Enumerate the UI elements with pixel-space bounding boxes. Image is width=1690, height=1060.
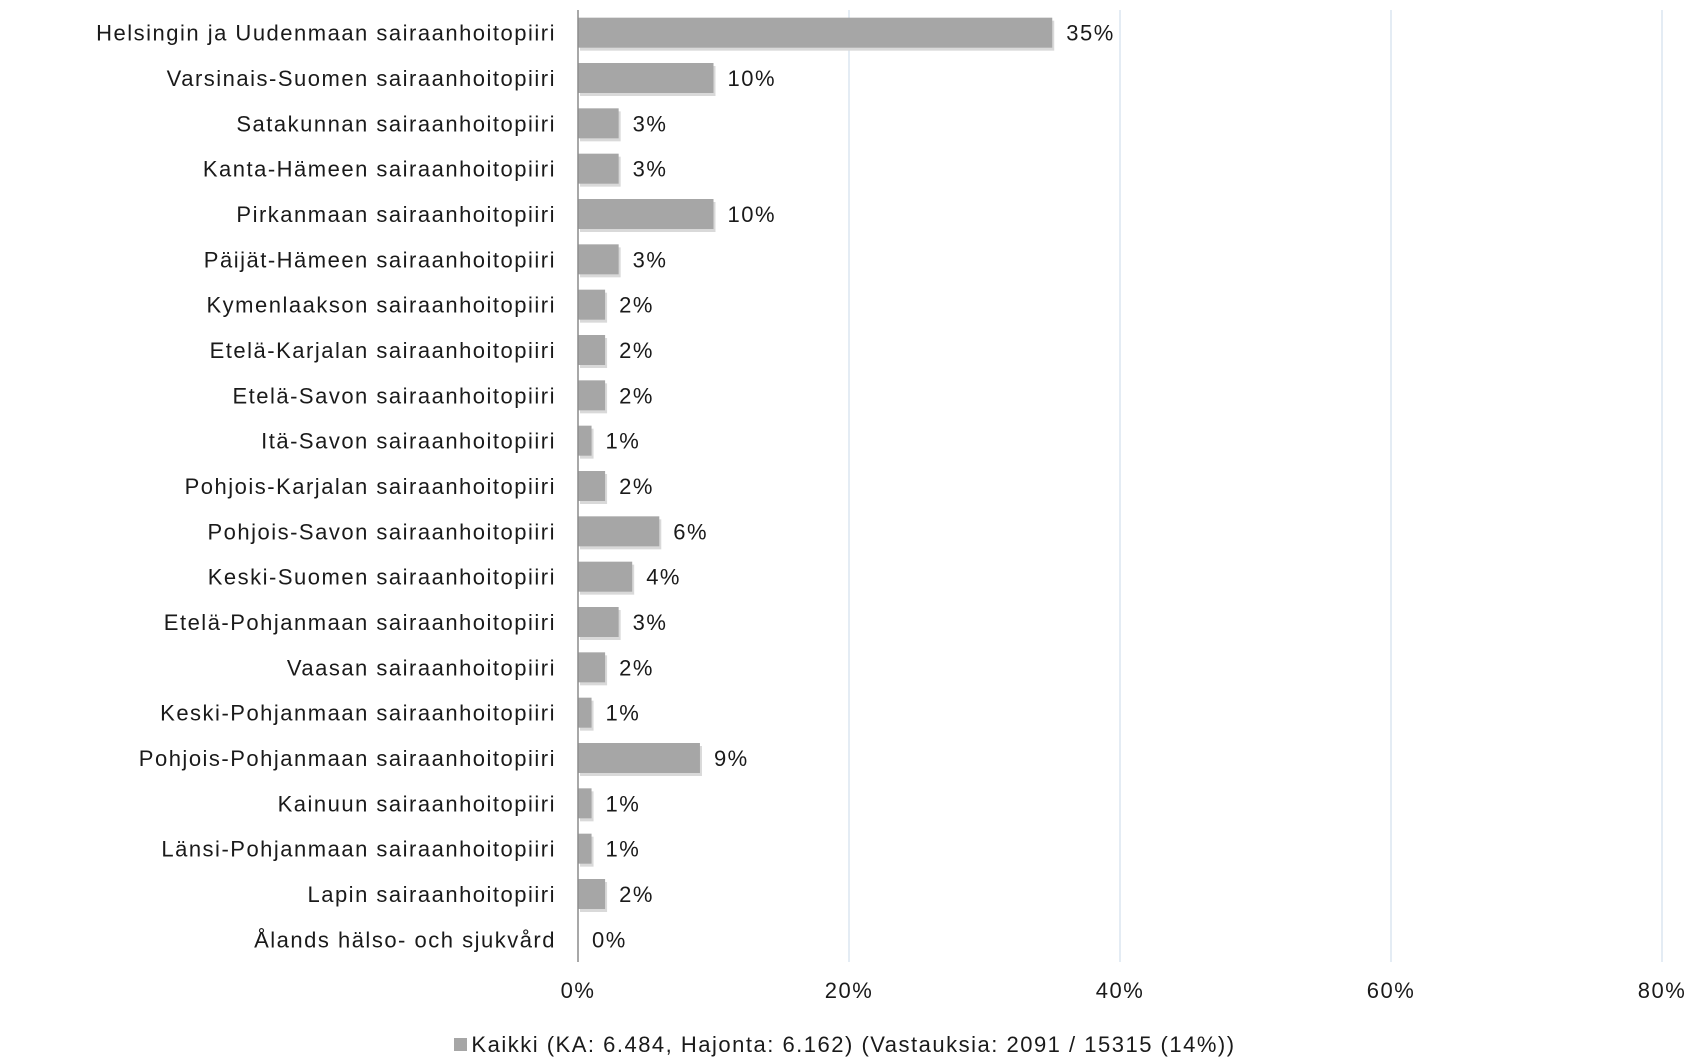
category-labels: Helsingin ja Uudenmaan sairaanhoitopiiri… (96, 21, 557, 953)
category-label: Etelä-Pohjanmaan sairaanhoitopiiri (164, 610, 556, 635)
category-label: Etelä-Karjalan sairaanhoitopiiri (210, 338, 556, 363)
bar-5 (578, 199, 714, 229)
data-label: 2% (619, 338, 654, 363)
value-labels: 35% 10% 3% 3% 10% 3% 2% 2% 2% 1% 2% 6% 4% 3% 2% 1% 9% 1% 1… (592, 21, 1115, 953)
category-label: Päijät-Hämeen sairaanhoitopiiri (204, 247, 556, 272)
bar-14 (578, 607, 619, 637)
bar-6 (578, 244, 619, 275)
bar-8 (578, 335, 606, 365)
bar-13 (578, 561, 633, 592)
data-label: 2% (619, 474, 654, 499)
bar-15 (578, 652, 606, 683)
category-label: Itä-Savon sairaanhoitopiiri (261, 429, 556, 454)
category-label: Pohjois-Pohjanmaan sairaanhoitopiiri (139, 746, 556, 771)
bars (578, 17, 1055, 912)
category-label: Lapin sairaanhoitopiiri (307, 882, 556, 907)
x-tick-label: 60% (1367, 978, 1416, 1003)
bar-18 (578, 788, 592, 819)
legend: Kaikki (KA: 6.484, Hajonta: 6.162) (Vast… (0, 1032, 1690, 1058)
data-label: 2% (619, 293, 654, 318)
category-label: Kanta-Hämeen sairaanhoitopiiri (203, 157, 556, 182)
data-label: 9% (714, 746, 749, 771)
category-label: Pirkanmaan sairaanhoitopiiri (236, 202, 556, 227)
bar-16 (578, 697, 592, 728)
data-label: 35% (1066, 21, 1115, 46)
data-label: 2% (619, 655, 654, 680)
data-label: 1% (606, 791, 641, 816)
data-label: 3% (633, 610, 668, 635)
category-label: Kymenlaakson sairaanhoitopiiri (207, 293, 557, 318)
category-label: Kainuun sairaanhoitopiiri (278, 791, 556, 816)
gridlines (848, 10, 1663, 962)
data-label: 6% (673, 519, 708, 544)
category-label: Helsingin ja Uudenmaan sairaanhoitopiiri (96, 21, 556, 46)
data-label: 1% (606, 701, 641, 726)
data-label: 2% (619, 882, 654, 907)
bar-2 (578, 63, 714, 93)
legend-swatch (454, 1038, 468, 1051)
bar-12 (578, 516, 660, 547)
category-label: Pohjois-Savon sairaanhoitopiiri (207, 519, 556, 544)
category-label: Satakunnan sairaanhoitopiiri (236, 111, 556, 136)
data-label: 3% (633, 247, 668, 272)
category-label: Varsinais-Suomen sairaanhoitopiiri (167, 66, 556, 91)
category-label: Länsi-Pohjanmaan sairaanhoitopiiri (161, 837, 556, 862)
category-label: Keski-Suomen sairaanhoitopiiri (208, 565, 556, 590)
bar-17 (578, 743, 700, 773)
bar-11 (578, 471, 606, 501)
x-tick-label: 40% (1096, 978, 1145, 1003)
category-label: Vaasan sairaanhoitopiiri (287, 655, 556, 680)
category-label: Keski-Pohjanmaan sairaanhoitopiiri (160, 701, 556, 726)
bar-20 (578, 879, 606, 909)
category-label: Etelä-Savon sairaanhoitopiiri (232, 383, 556, 408)
data-label: 3% (633, 157, 668, 182)
data-label: 10% (728, 66, 777, 91)
data-label: 3% (633, 111, 668, 136)
x-tick-label: 20% (825, 978, 874, 1003)
bar-4 (578, 153, 619, 184)
bar-7 (578, 289, 606, 320)
bar-3 (578, 108, 619, 139)
category-label: Ålands hälso- och sjukvård (254, 927, 556, 952)
data-label: 0% (592, 927, 627, 952)
x-axis-tick-labels: 0% 20% 40% 60% 80% (561, 978, 1687, 1003)
category-label: Pohjois-Karjalan sairaanhoitopiiri (185, 474, 556, 499)
data-label: 1% (606, 429, 641, 454)
data-label: 2% (619, 383, 654, 408)
legend-label: Kaikki (KA: 6.484, Hajonta: 6.162) (Vast… (471, 1032, 1236, 1057)
bar-10 (578, 425, 592, 456)
x-tick-label: 0% (561, 978, 596, 1003)
data-label: 10% (728, 202, 777, 227)
bar-9 (578, 380, 606, 411)
data-label: 4% (646, 565, 681, 590)
bar-19 (578, 833, 592, 864)
data-label: 1% (606, 837, 641, 862)
x-tick-label: 80% (1638, 978, 1687, 1003)
bar-1 (578, 17, 1053, 48)
